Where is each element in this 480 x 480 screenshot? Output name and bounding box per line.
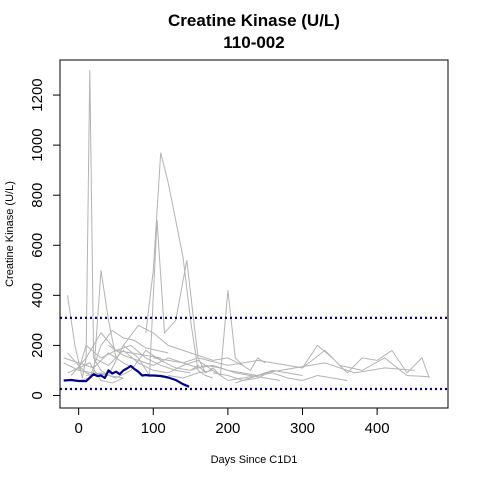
y-axis-label: Creatine Kinase (U/L) [4,181,16,287]
series-line-4 [123,220,206,378]
highlight-series-line [63,364,190,388]
y-tick-label: 600 [29,233,46,258]
x-axis: 0 100 200 300 400 [74,407,390,437]
x-tick-label: 400 [365,420,390,437]
series-line-6 [153,344,333,369]
chart-subtitle: 110-002 [223,33,284,52]
series-line-19 [78,329,169,381]
series-line-8 [339,357,430,378]
chart-title: Creatine Kinase (U/L) [168,11,340,30]
series-line-12 [86,349,281,381]
series-line-16 [67,362,124,384]
x-tick-label: 100 [141,420,166,437]
y-tick-label: 800 [29,183,46,208]
y-tick-label: 400 [29,283,46,308]
y-tick-label: 1200 [29,78,46,111]
x-tick-label: 0 [74,420,82,437]
series-line-14 [108,344,273,377]
series-line-10 [70,332,191,376]
series-line-18 [235,362,415,384]
plot-area [60,69,448,391]
series-line-2 [67,270,117,377]
x-tick-label: 200 [215,420,240,437]
x-axis-label: Days Since C1D1 [211,454,298,466]
y-axis: 0 200 400 600 800 1000 1200 [29,78,61,400]
y-tick-label: 1000 [29,128,46,161]
x-tick-label: 300 [290,420,315,437]
series-line-9 [63,344,161,372]
series-line-15 [212,369,303,382]
series-line-3 [145,152,214,379]
series-line-13 [93,349,214,374]
y-tick-label: 0 [29,391,46,399]
y-tick-label: 200 [29,333,46,358]
series-line-20 [63,352,139,371]
series-line-5 [190,290,266,377]
series-line-7 [302,349,430,379]
